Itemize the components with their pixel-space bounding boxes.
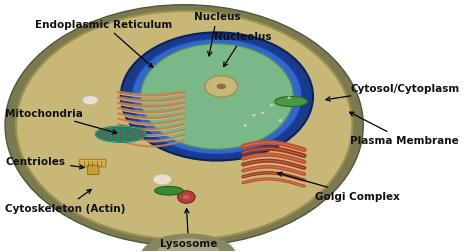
Ellipse shape bbox=[275, 97, 308, 107]
Text: Plasma Membrane: Plasma Membrane bbox=[349, 113, 459, 146]
Text: Cytosol/Cytoplasm: Cytosol/Cytoplasm bbox=[326, 83, 459, 102]
Ellipse shape bbox=[205, 76, 237, 98]
Ellipse shape bbox=[244, 125, 247, 127]
Ellipse shape bbox=[82, 96, 98, 105]
Text: Nucleolus: Nucleolus bbox=[214, 32, 272, 67]
Ellipse shape bbox=[183, 195, 190, 200]
Ellipse shape bbox=[156, 239, 221, 252]
Ellipse shape bbox=[96, 127, 146, 142]
Ellipse shape bbox=[217, 84, 226, 90]
Text: Lysosome: Lysosome bbox=[160, 209, 217, 248]
Ellipse shape bbox=[121, 33, 313, 161]
Ellipse shape bbox=[132, 40, 302, 155]
Ellipse shape bbox=[178, 191, 195, 203]
Text: Nucleus: Nucleus bbox=[193, 12, 240, 57]
Ellipse shape bbox=[279, 120, 282, 122]
Text: Endoplasmic Reticulum: Endoplasmic Reticulum bbox=[35, 19, 172, 68]
Ellipse shape bbox=[140, 45, 293, 150]
FancyBboxPatch shape bbox=[79, 160, 106, 167]
FancyBboxPatch shape bbox=[88, 165, 99, 175]
Text: Cytoskeleton (Actin): Cytoskeleton (Actin) bbox=[5, 190, 126, 213]
Ellipse shape bbox=[252, 115, 256, 117]
Ellipse shape bbox=[16, 12, 352, 240]
Ellipse shape bbox=[261, 112, 264, 115]
Ellipse shape bbox=[153, 174, 172, 185]
Text: Golgi Complex: Golgi Complex bbox=[278, 172, 400, 201]
Ellipse shape bbox=[287, 97, 291, 100]
Text: Mitochondria: Mitochondria bbox=[5, 108, 117, 134]
Ellipse shape bbox=[155, 186, 183, 195]
Ellipse shape bbox=[140, 234, 237, 252]
Ellipse shape bbox=[5, 6, 363, 246]
Text: Centrioles: Centrioles bbox=[5, 156, 84, 169]
Ellipse shape bbox=[270, 105, 273, 107]
